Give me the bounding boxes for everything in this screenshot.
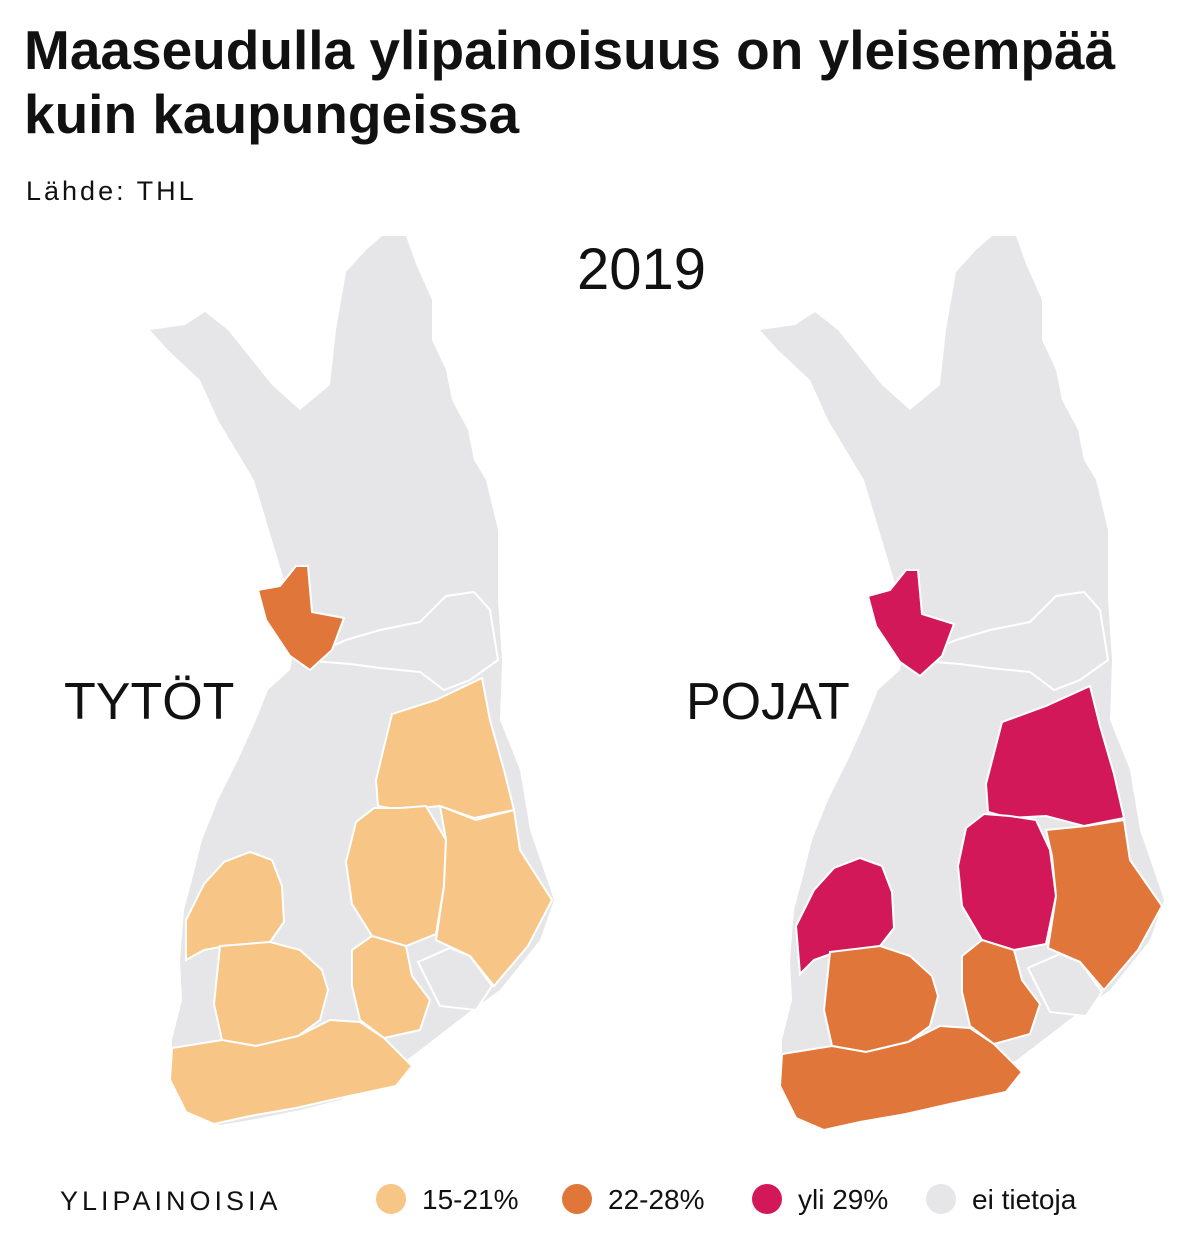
region-1521-karelia bbox=[434, 804, 554, 988]
legend: YLIPAINOISIA 15-21% 22-28% yli 29% ei ti… bbox=[0, 1170, 1199, 1230]
region-2228-southcentral bbox=[961, 938, 1042, 1046]
region-1521-southwest bbox=[212, 940, 330, 1048]
legend-label-2228: 22-28% bbox=[608, 1184, 705, 1215]
region-29-central bbox=[956, 812, 1058, 952]
source-note: Lähde: THL bbox=[26, 176, 197, 206]
legend-swatch-1521 bbox=[376, 1184, 406, 1214]
map-tytot bbox=[150, 236, 554, 1126]
region-1522-north bbox=[256, 565, 346, 672]
region-1521-south bbox=[168, 1018, 414, 1126]
legend-label-nodata: ei tietoja bbox=[972, 1184, 1077, 1215]
region-2228-karelia bbox=[1044, 818, 1164, 992]
region-29-north bbox=[866, 569, 956, 678]
region-2228-southwest bbox=[822, 944, 940, 1054]
legend-label-1521: 15-21% bbox=[422, 1184, 519, 1215]
legend-label-29: yli 29% bbox=[798, 1184, 889, 1215]
legend-swatch-nodata bbox=[926, 1184, 956, 1214]
legend-title: YLIPAINOISIA bbox=[60, 1186, 282, 1216]
region-1521-west bbox=[185, 850, 286, 962]
region-mid-north bbox=[909, 590, 1110, 692]
region-nodata-southeast bbox=[416, 946, 494, 1012]
region-1521-southcentral bbox=[351, 934, 432, 1040]
year-label: 2019 bbox=[577, 237, 707, 302]
panel-label-pojat: POJAT bbox=[686, 673, 850, 731]
region-mid-north bbox=[299, 590, 500, 692]
map-pojat bbox=[760, 236, 1164, 1132]
region-29-west bbox=[794, 856, 896, 977]
legend-swatch-2228 bbox=[562, 1184, 592, 1214]
legend-swatch-29 bbox=[752, 1184, 782, 1214]
region-nodata-southeast bbox=[1026, 952, 1104, 1018]
region-2228-south bbox=[778, 1024, 1024, 1132]
chart-title: Maaseudulla ylipainoisuus on yleisempää … bbox=[24, 19, 1116, 145]
panel-label-tytot: TYTÖT bbox=[64, 673, 235, 731]
